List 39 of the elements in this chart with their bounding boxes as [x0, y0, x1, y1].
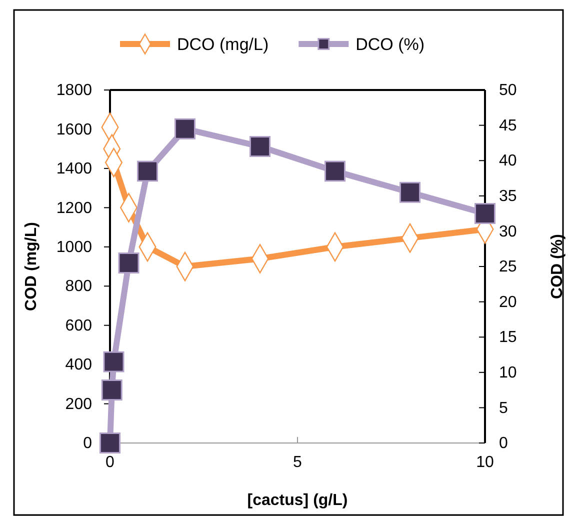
y-tick-label: 200: [65, 396, 92, 413]
legend-label: DCO (%): [356, 35, 425, 54]
point: [137, 160, 158, 182]
y-axis-title: COD (mg/L): [23, 222, 40, 311]
point: [400, 182, 420, 203]
y2-tick-label: 0: [499, 435, 508, 452]
x-tick-label: 5: [293, 454, 302, 471]
y2-tick-label: 15: [499, 329, 517, 346]
y2-tick-label: 35: [499, 188, 517, 206]
y2-axis-title: COD (%): [549, 234, 566, 299]
y2-tick-label: 25: [499, 258, 517, 276]
y2-tick-label: 5: [499, 400, 508, 417]
y-tick-label: 800: [65, 278, 92, 296]
y-tick-label: 1000: [56, 239, 92, 256]
y2-tick-label: 45: [499, 117, 517, 134]
y2-tick-label: 40: [499, 152, 517, 170]
y-tick-label: 1600: [56, 121, 92, 138]
point: [474, 203, 496, 224]
point: [118, 252, 140, 274]
legend-label: DCO (mg/L): [177, 35, 269, 54]
y2-tick-label: 50: [499, 82, 517, 100]
y-tick-label: 1400: [56, 160, 92, 178]
y-tick-label: 0: [83, 435, 92, 452]
y-tick-label: 1800: [56, 82, 92, 100]
y-tick-label: 1200: [56, 200, 92, 217]
point: [101, 380, 122, 401]
point: [100, 432, 120, 454]
point: [250, 136, 270, 157]
y2-tick-label: 10: [499, 364, 517, 382]
y2-tick-label: 30: [499, 223, 517, 240]
point: [103, 351, 124, 372]
x-tick-label: 10: [476, 454, 494, 471]
y-tick-label: 600: [65, 317, 92, 334]
y2-tick-label: 20: [499, 294, 517, 311]
point: [174, 118, 196, 140]
y-tick-label: 400: [65, 356, 92, 374]
point: [324, 160, 346, 182]
x-tick-label: 0: [106, 454, 115, 471]
x-axis-title: [cactus] (g/L): [247, 492, 348, 509]
